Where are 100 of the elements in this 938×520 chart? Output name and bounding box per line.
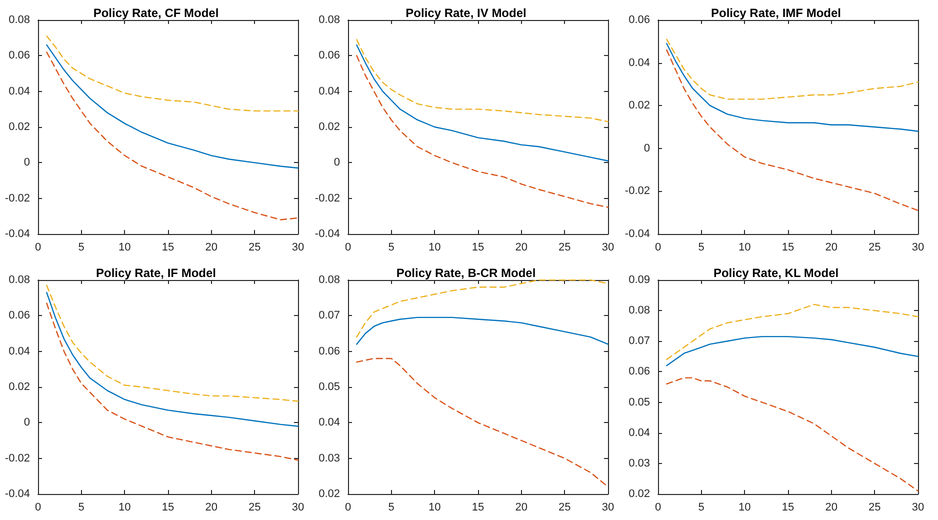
x-tick-label: 0 <box>654 502 662 514</box>
line-series <box>356 39 609 122</box>
x-tick-label: 30 <box>602 502 614 514</box>
y-tick-label: 0.08 <box>318 274 340 286</box>
x-tick-label: 0 <box>344 242 352 254</box>
y-tick-label: -0.02 <box>4 452 30 464</box>
x-tick-label: 0 <box>34 502 42 514</box>
y-tick-label: 0.06 <box>628 14 650 26</box>
x-tick-label: 25 <box>868 242 881 254</box>
y-tick-label: 0 <box>24 156 30 169</box>
x-tick-label: 25 <box>558 242 571 254</box>
y-tick-label: 0.06 <box>628 366 650 378</box>
x-tick-label: 25 <box>248 242 261 254</box>
y-tick-label: 0 <box>24 416 30 429</box>
y-tick-label: 0.04 <box>318 416 340 429</box>
y-tick-label: 0.05 <box>318 381 340 393</box>
y-tick-label: 0.02 <box>318 121 340 133</box>
y-tick-label: -0.02 <box>4 192 30 204</box>
x-tick-label: 5 <box>78 242 84 254</box>
x-tick-label: 0 <box>654 242 662 254</box>
y-tick-label: 0.06 <box>318 50 340 62</box>
line-series <box>46 52 299 220</box>
line-series <box>46 292 299 427</box>
line-series <box>666 377 919 492</box>
line-series <box>666 42 919 132</box>
chart-title: Policy Rate, KL Model <box>713 266 839 280</box>
x-tick-label: 5 <box>698 502 704 514</box>
line-series <box>46 35 299 112</box>
x-tick-label: 20 <box>205 502 218 514</box>
x-tick-label: 30 <box>602 242 614 254</box>
y-tick-label: 0.06 <box>8 50 30 62</box>
y-tick-label: 0.04 <box>628 56 650 69</box>
line-series <box>356 316 609 345</box>
y-tick-label: 0.02 <box>8 381 30 393</box>
x-tick-label: 5 <box>388 242 394 254</box>
y-tick-label: -0.04 <box>4 228 30 240</box>
x-tick-label: 25 <box>558 502 571 514</box>
y-tick-label: -0.02 <box>314 192 340 204</box>
line-series <box>356 44 609 162</box>
y-tick-label: 0.08 <box>8 14 30 26</box>
x-tick-label: 5 <box>388 502 394 514</box>
x-tick-label: 0 <box>344 502 352 514</box>
x-tick-label: 10 <box>428 502 441 514</box>
x-tick-label: 10 <box>428 242 441 254</box>
chart-title: Policy Rate, IF Model <box>96 266 216 280</box>
y-tick-label: 0.07 <box>318 310 340 322</box>
y-tick-label: 0.04 <box>8 345 30 358</box>
y-tick-label: 0 <box>334 156 340 169</box>
y-tick-label: 0 <box>644 142 650 154</box>
x-tick-label: 30 <box>292 242 304 254</box>
y-tick-label: 0.02 <box>8 121 30 133</box>
y-tick-label: 0.04 <box>8 85 30 98</box>
line-series <box>666 336 919 366</box>
x-tick-label: 10 <box>738 502 751 514</box>
x-tick-label: 15 <box>782 242 794 254</box>
y-tick-label: 0.04 <box>628 426 650 439</box>
x-tick-label: 20 <box>825 502 838 514</box>
y-tick-label: 0.04 <box>318 85 340 98</box>
x-tick-label: 20 <box>515 502 528 514</box>
y-tick-label: 0.03 <box>628 457 650 470</box>
x-tick-label: 15 <box>782 502 794 514</box>
x-tick-label: 15 <box>162 502 174 514</box>
x-tick-label: 15 <box>472 242 484 254</box>
x-tick-label: 30 <box>292 502 304 514</box>
line-series <box>46 44 299 169</box>
line-series <box>666 304 919 360</box>
x-tick-label: 20 <box>205 242 218 254</box>
x-tick-label: 5 <box>78 502 84 514</box>
y-tick-label: 0.08 <box>8 274 30 286</box>
line-series <box>356 358 609 488</box>
y-tick-label: -0.04 <box>314 228 340 240</box>
y-tick-label: 0.02 <box>628 100 650 112</box>
x-tick-label: 25 <box>248 502 261 514</box>
y-tick-label: 0.08 <box>628 304 650 317</box>
x-tick-label: 10 <box>738 242 751 254</box>
x-tick-label: 30 <box>912 502 924 514</box>
x-tick-label: 30 <box>912 242 924 254</box>
x-tick-label: 5 <box>698 242 704 254</box>
y-tick-label: 0.02 <box>628 488 650 500</box>
line-series <box>356 55 609 208</box>
chart-title: Policy Rate, IMF Model <box>710 6 842 20</box>
x-tick-label: 20 <box>825 242 838 254</box>
x-tick-label: 20 <box>515 242 528 254</box>
y-tick-label: 0.02 <box>318 488 340 500</box>
x-tick-label: 15 <box>472 502 484 514</box>
y-tick-label: 0.09 <box>628 274 650 286</box>
line-series <box>46 302 299 461</box>
x-tick-label: 0 <box>34 242 42 254</box>
y-tick-label: -0.04 <box>624 228 650 240</box>
chart-title: Policy Rate, CF Model <box>93 6 219 20</box>
y-tick-label: 0.08 <box>318 14 340 26</box>
x-tick-label: 10 <box>118 242 131 254</box>
y-tick-label: 0.03 <box>318 452 340 464</box>
line-series <box>46 284 299 402</box>
y-tick-label: -0.02 <box>624 185 650 198</box>
chart-title: Policy Rate, B-CR Model <box>396 266 536 280</box>
line-series <box>666 38 919 100</box>
y-tick-label: -0.04 <box>4 488 30 500</box>
y-tick-label: 0.05 <box>628 396 650 408</box>
x-tick-label: 25 <box>868 502 881 514</box>
